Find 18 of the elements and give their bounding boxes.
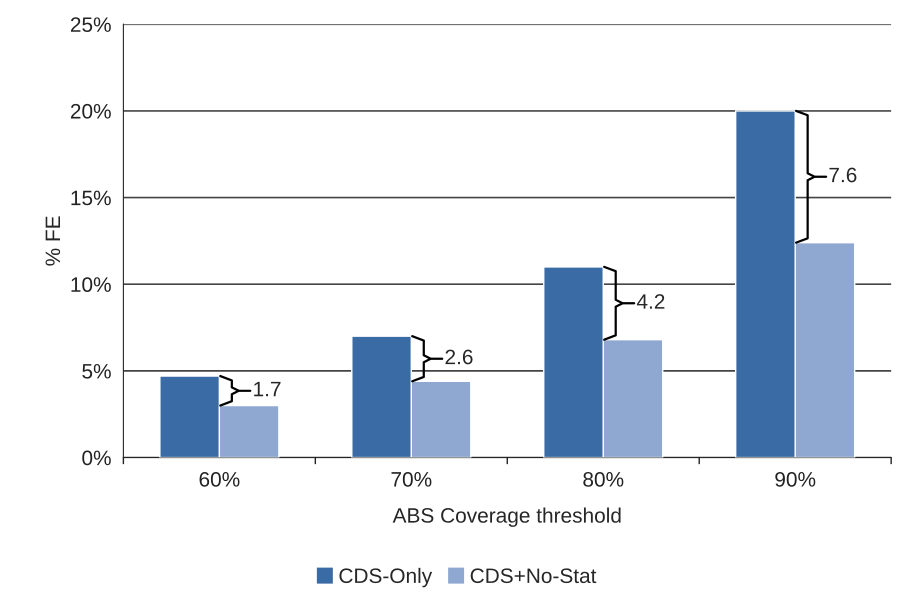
x-tick-label: 60% [200,472,240,487]
x-tick-label: 80% [583,472,624,487]
annotation: 1.7 [254,382,280,396]
y-axis-title: % FE [46,216,60,266]
y-tick-label: 10% [71,277,111,292]
x-tick-label: 90% [775,472,816,487]
legend-label: CDS+No-Stat [470,568,596,584]
y-tick-label: 5% [82,364,111,379]
y-tick-label: 15% [71,190,111,206]
x-tick-label: 70% [392,472,432,487]
y-tick-label: 25% [70,17,111,32]
annotation: 4.2 [636,294,664,309]
x-axis-title: ABS Coverage threshold [392,508,621,527]
annotation: 2.6 [446,350,473,364]
y-tick-label: 20% [70,104,111,119]
legend-label: CDS-Only [339,568,432,588]
annotation: 7.6 [829,168,856,182]
y-tick-label: 0% [82,450,111,466]
